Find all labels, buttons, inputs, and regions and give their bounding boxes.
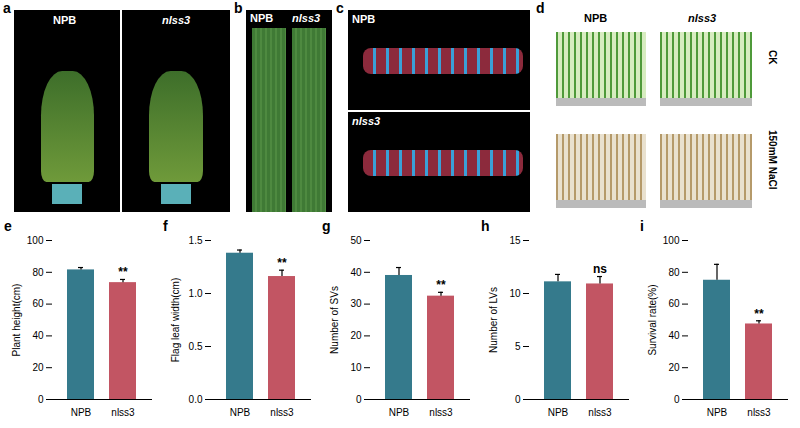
svg-text:40: 40: [668, 330, 680, 341]
svg-text:Plant height(cm): Plant height(cm): [11, 284, 22, 357]
html-text:NPB: NPB: [584, 12, 608, 24]
html-text:g: g: [322, 218, 331, 234]
svg-text:**: **: [754, 307, 764, 321]
svg-text:10: 10: [350, 362, 362, 373]
svg-text:nlss3: nlss3: [270, 407, 294, 418]
html-text:NPB: NPB: [352, 13, 376, 25]
svg-text:40: 40: [32, 330, 44, 341]
svg-text:15: 15: [509, 235, 521, 246]
svg-text:nlss3: nlss3: [747, 407, 771, 418]
svg-text:60: 60: [668, 298, 680, 309]
svg-text:**: **: [118, 265, 128, 279]
svg-text:NPB: NPB: [230, 407, 251, 418]
svg-text:30: 30: [350, 298, 362, 309]
svg-text:nlss3: nlss3: [588, 407, 612, 418]
svg-text:0.0: 0.0: [189, 394, 203, 405]
svg-text:nlss3: nlss3: [429, 407, 453, 418]
html-text:d: d: [536, 0, 545, 16]
svg-text:ns: ns: [593, 262, 607, 276]
html-text:i: i: [640, 218, 644, 234]
svg-text:1.5: 1.5: [189, 235, 203, 246]
svg-text:NPB: NPB: [71, 407, 92, 418]
svg-text:80: 80: [32, 267, 44, 278]
svg-text:100: 100: [663, 235, 680, 246]
svg-text:nlss3: nlss3: [111, 407, 135, 418]
svg-text:0: 0: [356, 394, 362, 405]
svg-text:Number of LVs: Number of LVs: [488, 287, 499, 353]
html-text:NPB: NPB: [250, 12, 274, 24]
svg-text:80: 80: [668, 267, 680, 278]
html-text:nlss3: nlss3: [292, 12, 321, 24]
svg-text:**: **: [436, 278, 446, 292]
html-text:a: a: [3, 0, 11, 16]
html-text:b: b: [234, 0, 243, 16]
svg-text:60: 60: [32, 298, 44, 309]
svg-text:Number of SVs: Number of SVs: [329, 286, 340, 354]
svg-text:0: 0: [674, 394, 680, 405]
svg-text:**: **: [277, 256, 287, 270]
html-text:NPB: NPB: [53, 14, 77, 26]
svg-text:1.0: 1.0: [189, 288, 203, 299]
svg-text:20: 20: [32, 362, 44, 373]
svg-text:Survival rate(%): Survival rate(%): [647, 284, 658, 355]
svg-text:50: 50: [350, 235, 362, 246]
html-text:c: c: [336, 0, 344, 16]
html-text:f: f: [163, 218, 168, 234]
svg-text:10: 10: [509, 288, 521, 299]
svg-text:100: 100: [27, 235, 44, 246]
svg-text:20: 20: [668, 362, 680, 373]
svg-text:20: 20: [350, 330, 362, 341]
html-text:150mM NaCl: 150mM NaCl: [767, 130, 778, 190]
html-text:h: h: [481, 218, 490, 234]
svg-text:5: 5: [515, 341, 521, 352]
html-text:CK: CK: [767, 50, 778, 65]
svg-text:Flag leaf width(cm): Flag leaf width(cm): [170, 278, 181, 362]
svg-text:0: 0: [515, 394, 521, 405]
html-text:nlss3: nlss3: [688, 12, 717, 24]
svg-text:NPB: NPB: [389, 407, 410, 418]
svg-text:NPB: NPB: [707, 407, 728, 418]
html-text:e: e: [4, 218, 12, 234]
svg-text:0.5: 0.5: [189, 341, 203, 352]
html-text:nlss3: nlss3: [162, 14, 191, 26]
svg-text:NPB: NPB: [548, 407, 569, 418]
html-text:nlss3: nlss3: [352, 115, 381, 127]
svg-text:40: 40: [350, 267, 362, 278]
svg-text:0: 0: [38, 394, 44, 405]
